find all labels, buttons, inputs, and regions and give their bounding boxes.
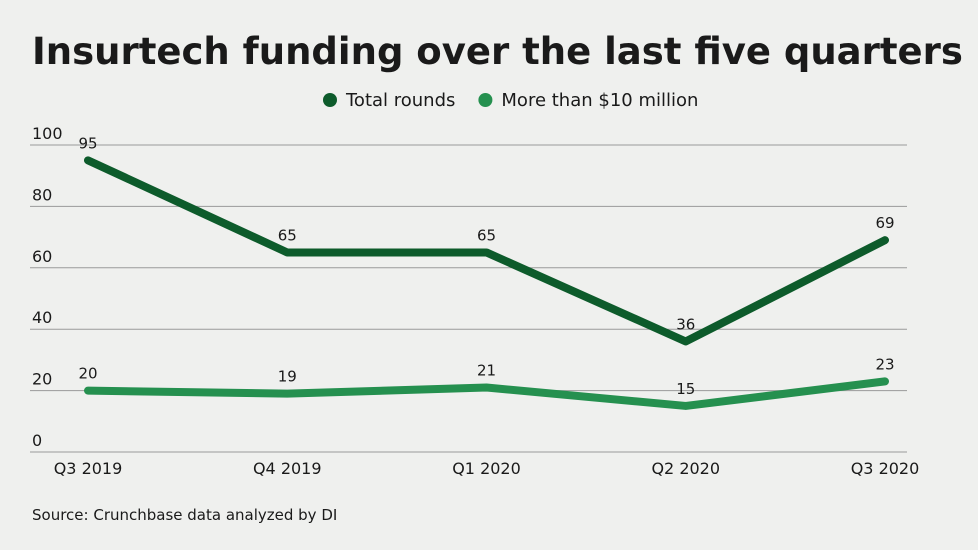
y-tick-label: 100 (32, 124, 63, 143)
chart-title: Insurtech funding over the last five qua… (32, 30, 963, 73)
y-tick-label: 40 (32, 308, 52, 327)
legend-marker (478, 93, 493, 107)
legend-marker (323, 93, 337, 107)
y-tick-label: 80 (32, 185, 52, 204)
data-label: 65 (278, 226, 297, 244)
data-label: 15 (676, 380, 695, 398)
data-label: 36 (676, 315, 695, 333)
data-label: 19 (278, 368, 297, 386)
source: Source: Crunchbase data analyzed by DI (32, 506, 337, 524)
data-label: 21 (477, 362, 496, 380)
x-tick-label: Q3 2020 (851, 459, 920, 478)
data-label: 69 (875, 214, 894, 232)
data-label: 65 (477, 226, 496, 244)
y-tick-label: 60 (32, 247, 52, 266)
x-tick-label: Q1 2020 (452, 459, 521, 478)
line (84, 156, 889, 346)
line (84, 377, 889, 410)
data-label: 20 (78, 365, 97, 383)
legend-label: Total rounds (345, 90, 455, 111)
x-tick-label: Q4 2019 (253, 459, 322, 478)
data-label: 23 (875, 355, 894, 373)
x-tick-label: Q2 2020 (651, 459, 720, 478)
legend-label: More than $10 million (501, 90, 698, 111)
x-tick-label: Q3 2019 (54, 459, 123, 478)
y-tick-label: 0 (32, 431, 42, 450)
y-tick-label: 20 (32, 370, 52, 389)
data-label: 95 (78, 134, 97, 152)
